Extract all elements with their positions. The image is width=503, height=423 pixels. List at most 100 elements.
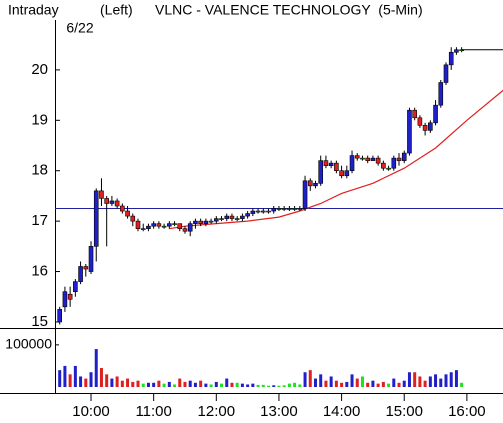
candle-body — [172, 223, 177, 225]
volume-bar — [376, 383, 380, 387]
volume-bar — [454, 370, 458, 387]
y-tick-label: 17 — [31, 212, 48, 229]
volume-bar — [220, 383, 224, 387]
volume-bar — [308, 370, 312, 387]
volume-bar — [235, 382, 239, 387]
candle-body — [422, 125, 428, 131]
candle-body — [323, 160, 329, 166]
volume-bar — [287, 383, 291, 387]
axis-side: (Left) — [100, 2, 133, 18]
volume-bar — [444, 374, 448, 387]
candle-body — [156, 223, 162, 227]
candle-body — [255, 210, 261, 213]
x-tick-label: 16:00 — [448, 403, 486, 420]
volume-bar — [449, 372, 453, 387]
candle-body — [281, 208, 287, 210]
x-tick-label: 15:00 — [385, 403, 423, 420]
volume-bar — [267, 385, 271, 387]
candle-body — [396, 157, 402, 161]
volume-bar — [178, 378, 182, 387]
volume-bar — [99, 368, 103, 387]
candle-body — [208, 220, 214, 223]
candle-body — [412, 109, 417, 119]
x-tick-label: 11:00 — [135, 403, 171, 420]
candle-body — [297, 208, 303, 210]
candle-body — [67, 293, 73, 300]
candle-body — [193, 220, 198, 224]
volume-bar — [136, 380, 140, 387]
candle-body — [334, 162, 339, 172]
x-tick-label: 13:00 — [260, 403, 298, 420]
candle-body — [99, 190, 104, 199]
volume-bar — [120, 380, 124, 387]
chart-date: 6/22 — [66, 20, 93, 36]
volume-bar — [397, 382, 401, 387]
candle-body — [339, 170, 344, 177]
volume-bar — [355, 378, 359, 387]
candle-body — [454, 49, 459, 53]
volume-bar — [402, 380, 406, 387]
volume-bar — [261, 384, 265, 387]
candle-body — [302, 180, 308, 209]
volume-bar — [345, 381, 349, 387]
candle-body — [328, 162, 334, 166]
candle-body — [407, 109, 412, 154]
volume-bar — [126, 378, 130, 387]
candle-body — [187, 223, 193, 232]
candle-body — [443, 64, 449, 83]
volume-bar — [162, 383, 166, 387]
candle-body — [240, 215, 245, 219]
volume-bar — [293, 382, 297, 387]
candle-body — [93, 190, 99, 247]
volume-bar — [105, 374, 109, 387]
volume-bar — [94, 349, 98, 387]
volume-bar — [313, 378, 317, 387]
volume-bar — [387, 383, 391, 387]
candle-body — [161, 225, 167, 228]
volume-bar — [366, 382, 370, 387]
volume-bar — [225, 378, 229, 387]
candle-body — [360, 157, 365, 160]
volume-bar — [360, 376, 364, 387]
candle-body — [151, 223, 156, 227]
candle-body — [401, 152, 407, 161]
candle-body — [219, 218, 224, 220]
candle-body — [354, 155, 360, 159]
volume-bar — [240, 383, 244, 387]
volume-bar — [298, 384, 302, 387]
candle-body — [198, 220, 203, 224]
volume-bar — [428, 376, 432, 387]
volume-bar — [110, 378, 114, 387]
volume-bar — [183, 381, 187, 387]
volume-bar — [303, 372, 307, 387]
candle-body — [370, 157, 376, 161]
candle-body — [391, 157, 397, 169]
candle-body — [140, 228, 146, 230]
candle-body — [114, 200, 120, 207]
volume-bar — [460, 382, 464, 387]
candle-body — [83, 266, 89, 270]
candle-body — [229, 215, 235, 219]
y-tick-label: 16 — [31, 263, 48, 280]
y-tick-label: 18 — [31, 162, 48, 179]
volume-bar — [282, 385, 286, 387]
candle-body — [224, 215, 230, 219]
candle-body — [428, 122, 433, 131]
volume-bar — [146, 382, 150, 387]
candle-body — [109, 200, 115, 204]
candle-body — [292, 208, 297, 210]
candle-body — [271, 208, 277, 212]
volume-bar — [413, 372, 417, 387]
candle-body — [448, 51, 454, 66]
candle-body — [381, 162, 386, 169]
candle-body — [146, 225, 151, 229]
volume-bar — [319, 374, 323, 387]
volume-bar — [157, 380, 161, 387]
volume-bar — [209, 384, 213, 387]
chart-label: Intraday — [8, 2, 59, 18]
candle-body — [266, 210, 271, 213]
y-tick-label: 20 — [31, 61, 48, 78]
candle-body — [433, 104, 438, 124]
candle-body — [120, 205, 125, 212]
candle-body — [234, 218, 240, 220]
